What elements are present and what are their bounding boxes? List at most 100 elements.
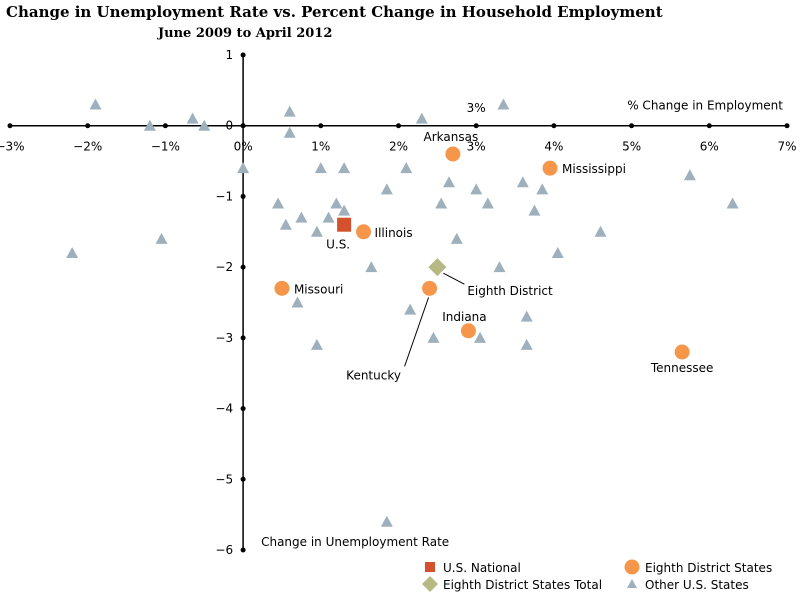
y-tick-label: −1 [215,189,233,203]
point-label: Arkansas [424,130,479,144]
point-label: Kentucky [346,368,401,382]
data-point [283,126,296,138]
y-tick-label: −2 [215,260,233,274]
x-tick-label: −1% [151,140,180,154]
leader-line [404,297,430,367]
leader-line [443,272,465,285]
data-point [330,197,343,209]
data-point [683,169,696,181]
data-point [155,232,168,244]
legend-item: Eighth District States [624,559,772,575]
data-point [470,183,483,195]
data-point [443,176,456,188]
legend-item: U.S. National [425,561,521,575]
legend-item: Other U.S. States [627,578,749,592]
x-tick [318,123,324,129]
legend-label: Eighth District States [645,561,772,575]
data-point [314,162,327,174]
data-point [520,310,533,322]
data-point [474,331,487,343]
x-tick-label: 1% [311,140,330,154]
x-axis-label: % Change in Employment [627,99,783,113]
legend: U.S. National Eighth District States Eight… [422,559,772,592]
x-tick-label: 4% [544,140,563,154]
data-point [415,112,428,124]
data-point [536,183,549,195]
point-label: Missouri [294,282,343,296]
data-point [356,224,372,240]
data-point [497,98,510,110]
data-point [516,176,529,188]
data-points [66,98,739,527]
y-tick-label: −6 [215,543,233,557]
data-point [66,247,79,258]
legend-marker [627,579,637,588]
data-point [380,515,393,527]
point-label: Tennessee [650,361,714,375]
data-point [295,211,308,223]
data-point [594,225,607,237]
y-tick-label: 0 [225,119,233,133]
legend-marker [422,576,438,592]
x-tick [7,123,13,129]
data-point [445,146,461,162]
data-point [274,280,290,296]
y-tick [240,123,246,129]
y-tick-label: −3 [215,331,233,345]
y-tick [240,193,246,199]
data-point [481,197,494,209]
data-point [310,225,323,237]
data-point [198,119,211,131]
legend-marker [425,562,435,572]
y-tick [240,547,246,553]
x-tick-label: 2% [389,140,408,154]
data-point [237,162,250,174]
y-tick [240,335,246,341]
legend-label: Other U.S. States [645,578,749,592]
point-label: Eighth District [467,284,553,298]
data-point [338,204,351,216]
annotation-label: 3% [467,101,486,115]
legend-label: U.S. National [443,561,521,575]
data-point [380,183,393,195]
x-tick-label: 5% [622,140,641,154]
data-point [674,344,690,360]
data-point [337,217,352,232]
data-point [400,162,413,174]
y-tick [240,476,246,482]
data-labels: U.S. Eighth District Arkansas Mississippi Il… [294,130,713,382]
x-tick [473,123,479,129]
data-point [528,204,541,216]
chart-title: Change in Unemployment Rate vs. Percent … [6,3,663,21]
point-label: Mississippi [562,162,626,176]
x-tick [784,123,790,129]
legend-marker [624,559,640,575]
y-tick [240,52,246,58]
x-tick-label: 6% [700,140,719,154]
x-tick [396,123,401,129]
data-point [89,98,102,110]
data-point [520,338,533,350]
data-point [428,258,447,277]
x-tick [706,123,712,129]
x-tick-label: 3% [467,140,486,154]
x-tick-label: −3% [0,140,25,154]
data-point [365,261,378,273]
legend-label: Eighth District States Total [443,578,602,592]
x-tick-label: −2% [73,140,102,154]
axes: −3% −2% −1% 0% 1% 2% 3% 4% 5% 6% 7% 1 0 −1 −2 −3 −4 −5 −6%… [0,48,797,557]
data-point [726,197,739,209]
y-tick-label: −4 [215,402,233,416]
data-point [338,162,351,174]
data-point [279,218,292,230]
y-tick-label: −5 [215,472,233,486]
data-point [450,232,463,244]
data-point [283,105,296,117]
data-point [143,119,156,131]
point-label: Indiana [442,310,486,324]
y-axis-label: Change in Unemployment Rate [261,535,449,549]
data-point [291,296,304,308]
data-point [186,112,199,124]
x-tick-label: 0% [234,140,253,154]
